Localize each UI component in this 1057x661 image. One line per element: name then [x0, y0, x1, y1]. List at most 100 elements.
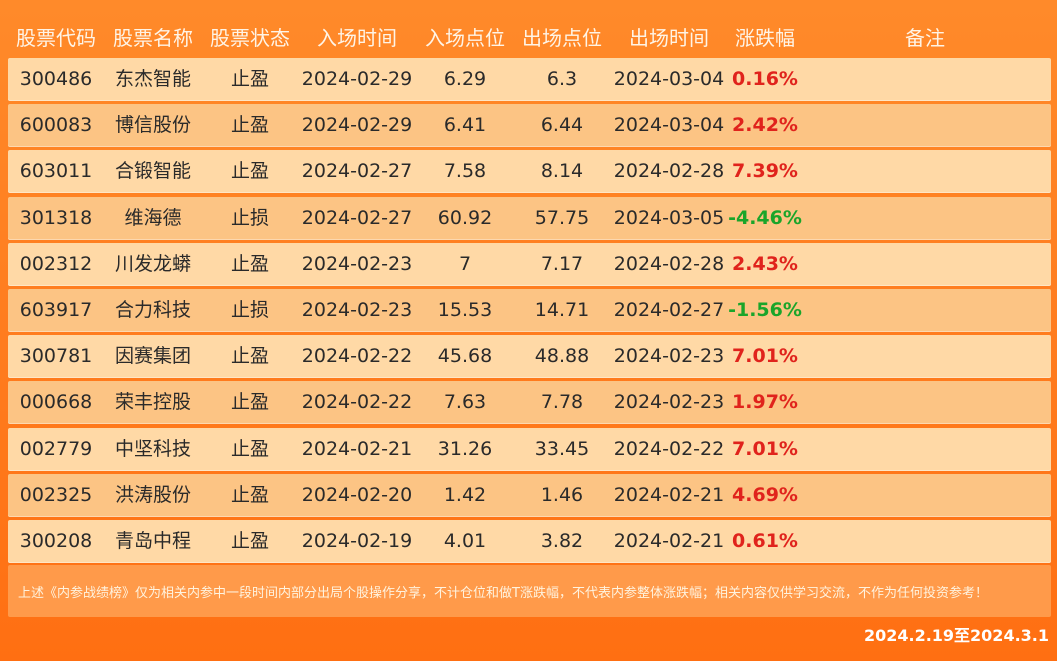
header-exit-price: 出场点位 — [522, 26, 602, 50]
cell-exit-time: 2024-02-21 — [613, 483, 725, 506]
cell-entry-price: 60.92 — [437, 206, 493, 229]
header-name: 股票名称 — [113, 26, 193, 50]
cell-name: 中坚科技 — [114, 437, 192, 460]
table-row: 002325 洪涛股份 止盈 2024-02-20 1.42 1.46 2024-02-21… — [8, 473, 1051, 517]
cell-code: 300486 — [19, 68, 93, 90]
cell-entry-time: 2024-02-27 — [301, 160, 413, 183]
cell-exit-price: 14.71 — [534, 298, 590, 321]
header-entry-price: 入场点位 — [425, 26, 505, 50]
cell-exit-price: 3.82 — [540, 529, 584, 552]
cell-name: 川发龙蟒 — [114, 252, 192, 275]
cell-status: 止盈 — [230, 68, 270, 90]
cell-exit-time: 2024-02-21 — [613, 529, 725, 552]
header-exit-time: 出场时间 — [629, 26, 709, 50]
cell-status: 止盈 — [230, 114, 270, 137]
cell-entry-time: 2024-02-27 — [301, 206, 413, 229]
cell-exit-price: 6.3 — [546, 68, 578, 90]
cell-exit-price: 6.44 — [540, 114, 584, 137]
cell-code: 300208 — [19, 529, 93, 552]
cell-change: 4.69% — [732, 483, 798, 506]
cell-entry-time: 2024-02-21 — [301, 437, 413, 460]
cell-exit-price: 7.78 — [540, 391, 584, 414]
table-row: 600083 博信股份 止盈 2024-02-29 6.41 6.44 2024-03-04… — [8, 104, 1051, 148]
cell-entry-price: 4.01 — [443, 529, 487, 552]
cell-exit-time: 2024-03-04 — [613, 68, 725, 90]
cell-entry-time: 2024-02-23 — [301, 252, 413, 275]
cell-entry-price: 7.63 — [443, 391, 487, 414]
cell-change: 2.43% — [732, 252, 798, 275]
cell-entry-price: 6.29 — [443, 68, 487, 90]
cell-exit-price: 57.75 — [534, 206, 590, 229]
cell-code: 603011 — [19, 160, 93, 183]
results-table: 300486 东杰智能 止盈 2024-02-29 6.29 6.3 2024-03-04 0… — [8, 58, 1051, 566]
cell-exit-time: 2024-02-28 — [613, 160, 725, 183]
cell-change: 7.01% — [732, 345, 798, 368]
cell-exit-price: 33.45 — [534, 437, 590, 460]
cell-exit-price: 48.88 — [534, 345, 590, 368]
table-row: 300486 东杰智能 止盈 2024-02-29 6.29 6.3 2024-03-04 0… — [8, 58, 1051, 101]
cell-code: 301318 — [19, 206, 93, 229]
table-row: 002779 中坚科技 止盈 2024-02-21 31.26 33.45 2024-02-… — [8, 427, 1051, 471]
cell-exit-price: 7.17 — [540, 252, 584, 275]
table-row: 300208 青岛中程 止盈 2024-02-19 4.01 3.82 2024-02-21… — [8, 519, 1051, 563]
cell-exit-price: 8.14 — [540, 160, 584, 183]
cell-change: 0.61% — [732, 529, 798, 552]
table-row: 301318 维海德 止损 2024-02-27 60.92 57.75 2024-03-0… — [8, 196, 1051, 240]
cell-status: 止损 — [230, 298, 270, 321]
header-code: 股票代码 — [16, 26, 96, 50]
cell-code: 300781 — [19, 345, 93, 368]
cell-exit-time: 2024-02-27 — [613, 298, 725, 321]
table-row: 603917 合力科技 止损 2024-02-23 15.53 14.71 2024-02-… — [8, 288, 1051, 332]
cell-entry-price: 31.26 — [437, 437, 493, 460]
cell-status: 止盈 — [230, 391, 270, 414]
header-status: 股票状态 — [210, 26, 290, 50]
cell-status: 止盈 — [230, 437, 270, 460]
cell-entry-time: 2024-02-22 — [301, 391, 413, 414]
disclaimer-text: 上述《内参战绩榜》仅为相关内参中一段时间内部分出局个股操作分享，不计仓位和做T涨… — [18, 586, 988, 601]
cell-change: -1.56% — [728, 298, 802, 321]
cell-entry-price: 45.68 — [437, 345, 493, 368]
cell-entry-price: 1.42 — [443, 483, 487, 506]
cell-name: 博信股份 — [114, 114, 192, 137]
cell-name: 合力科技 — [114, 298, 192, 321]
cell-code: 002325 — [19, 483, 93, 506]
cell-exit-time: 2024-02-28 — [613, 252, 725, 275]
cell-name: 因赛集团 — [114, 345, 192, 368]
cell-exit-time: 2024-03-05 — [613, 206, 725, 229]
cell-entry-time: 2024-02-23 — [301, 298, 413, 321]
cell-name: 合锻智能 — [114, 160, 192, 183]
cell-change: -4.46% — [728, 206, 802, 229]
cell-entry-price: 7.58 — [443, 160, 487, 183]
cell-name: 东杰智能 — [114, 68, 192, 90]
table-header: 股票代码 股票名称 股票状态 入场时间 入场点位 出场点位 出场时间 涨跌幅 备… — [0, 12, 1057, 58]
cell-change: 0.16% — [732, 68, 798, 90]
cell-code: 603917 — [19, 298, 93, 321]
header-remark: 备注 — [905, 26, 945, 50]
cell-name: 洪涛股份 — [114, 483, 192, 506]
cell-code: 000668 — [19, 391, 93, 414]
header-entry-time: 入场时间 — [317, 26, 397, 50]
cell-exit-time: 2024-02-23 — [613, 345, 725, 368]
table-row: 002312 川发龙蟒 止盈 2024-02-23 7 7.17 2024-02-28 2.4… — [8, 242, 1051, 286]
table-row: 603011 合锻智能 止盈 2024-02-27 7.58 8.14 2024-02-28… — [8, 150, 1051, 194]
disclaimer-bar: 上述《内参战绩榜》仅为相关内参中一段时间内部分出局个股操作分享，不计仓位和做T涨… — [8, 565, 1051, 617]
header-change: 涨跌幅 — [735, 26, 795, 50]
cell-status: 止盈 — [230, 252, 270, 275]
date-range: 2024.2.19至2024.3.1 — [863, 626, 1049, 645]
cell-exit-time: 2024-02-22 — [613, 437, 725, 460]
table-row: 000668 荣丰控股 止盈 2024-02-22 7.63 7.78 2024-02-23… — [8, 381, 1051, 425]
cell-name: 维海德 — [124, 206, 182, 229]
cell-entry-price: 15.53 — [437, 298, 493, 321]
cell-entry-time: 2024-02-29 — [301, 114, 413, 137]
cell-entry-time: 2024-02-29 — [301, 68, 413, 90]
cell-change: 7.39% — [732, 160, 798, 183]
cell-status: 止盈 — [230, 483, 270, 506]
cell-entry-price: 6.41 — [443, 114, 487, 137]
cell-status: 止盈 — [230, 345, 270, 368]
cell-entry-price: 7 — [458, 252, 472, 275]
cell-change: 1.97% — [732, 391, 798, 414]
cell-entry-time: 2024-02-20 — [301, 483, 413, 506]
cell-exit-price: 1.46 — [540, 483, 584, 506]
cell-entry-time: 2024-02-19 — [301, 529, 413, 552]
cell-exit-time: 2024-03-04 — [613, 114, 725, 137]
